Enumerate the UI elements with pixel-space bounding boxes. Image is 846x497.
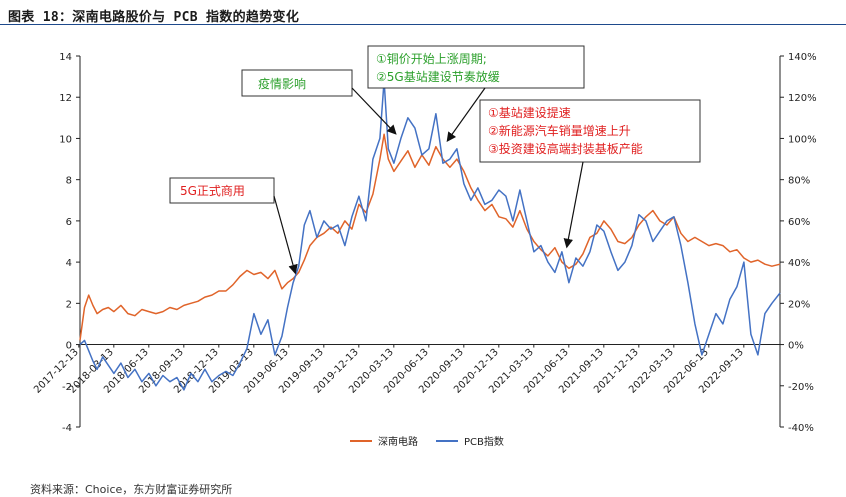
annotation-copper-line2: ②5G基站建设节奏放缓 [376,69,500,84]
right-tick-label: 0% [788,341,804,352]
series-line-pcb [79,79,781,391]
left-tick-label: 12 [59,93,72,104]
left-tick-label: 0 [66,341,72,352]
right-axis-ticks: -40% -20% 0% 20% 40% 60% 80% 100% 120% 140% [780,52,817,434]
title-rule [0,24,846,25]
annotation-basestation: ①基站建设提速 ②新能源汽车销量增速上升 ③投资建设高端封装基板产能 [479,99,701,163]
series-lines [79,79,781,391]
annotation-basestation-line3: ③投资建设高端封装基板产能 [488,141,643,156]
right-tick-label: 140% [788,52,817,63]
x-axis-ticks: 2017-12-132018-03-132018-06-132018-09-13… [32,344,746,396]
right-tick-label: 20% [788,299,810,310]
legend-label-pcb: PCB指数 [464,435,504,448]
legend-label-shennan: 深南电路 [378,435,418,448]
annotation-basestation-line1: ①基站建设提速 [488,105,571,120]
left-tick-label: -2 [62,382,72,393]
annotation-5g: 5G正式商用 [169,177,275,204]
series-line-shennan [79,133,781,341]
annotation-copper-line1: ①铜价开始上涨周期; [376,51,487,66]
arrow-5g [273,195,298,275]
left-tick-label: 4 [66,258,72,269]
right-tick-label: 120% [788,93,817,104]
arrow-basestation [563,161,584,249]
arrow-copper [446,87,486,142]
source-note: 资料来源：Choice，东方财富证券研究所 [30,483,233,496]
left-tick-label: 10 [59,134,72,145]
annotation-epidemic: 疫情影响 [241,69,353,97]
right-tick-label: -40% [788,423,814,434]
left-tick-label: -4 [62,423,72,434]
left-tick-label: 2 [66,299,72,310]
right-tick-label: 60% [788,217,810,228]
annotation-copper: ①铜价开始上涨周期; ②5G基站建设节奏放缓 [367,45,585,89]
left-tick-label: 6 [66,217,72,228]
left-tick-label: 8 [66,176,72,187]
left-tick-label: 14 [59,52,72,63]
legend: 深南电路 PCB指数 [350,435,504,448]
axes [79,56,781,427]
right-tick-label: 40% [788,258,810,269]
annotation-epidemic-text: 疫情影响 [258,76,306,91]
right-tick-label: 100% [788,134,817,145]
left-axis-ticks: -4 -2 0 2 4 6 8 10 12 14 [59,52,80,434]
annotation-basestation-line2: ②新能源汽车销量增速上升 [488,123,631,138]
figure-title: 图表 18：深南电路股价与 PCB 指数的趋势变化 [8,10,300,25]
right-tick-label: -20% [788,382,814,393]
right-tick-label: 80% [788,176,810,187]
annotation-5g-text: 5G正式商用 [180,183,245,198]
arrow-epidemic [351,87,397,135]
